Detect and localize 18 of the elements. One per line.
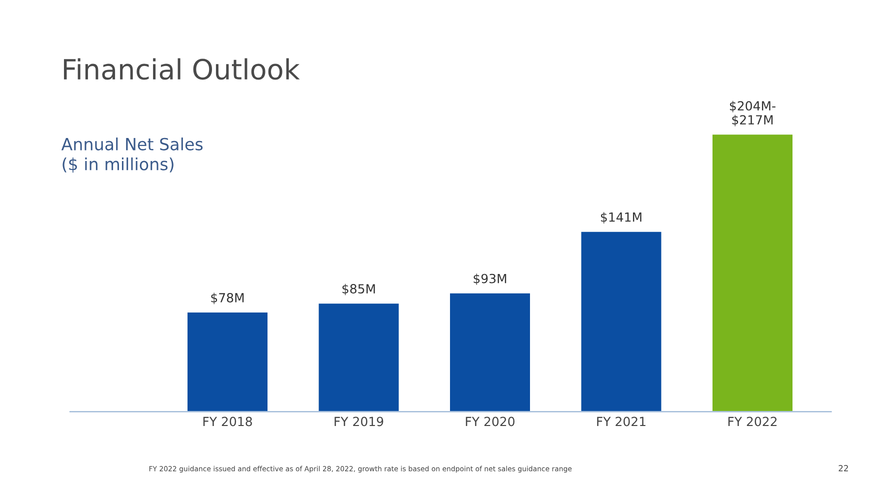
bar <box>711 134 794 412</box>
text: Annual Net Sales ($ in millions) <box>61 138 203 173</box>
data-label: $78M <box>211 292 244 304</box>
data-label: $93M <box>474 274 506 285</box>
x-tick-label: FY 2021 <box>597 416 646 426</box>
x-tick-label: FY 2022 <box>728 416 777 426</box>
x-tick-label: FY 2018 <box>203 416 252 426</box>
bar <box>580 230 663 412</box>
text: 22 <box>838 465 848 472</box>
bar <box>448 292 532 412</box>
bar <box>186 311 269 412</box>
bar <box>317 302 400 412</box>
annotation: $204M- $217M <box>730 100 776 126</box>
data-label: $85M <box>342 284 375 296</box>
x-tick-label: FY 2020 <box>466 416 514 426</box>
chart-title: Financial Outlook <box>64 58 300 80</box>
data-label: $141M <box>600 212 642 224</box>
x-tick-label: FY 2019 <box>334 416 384 426</box>
